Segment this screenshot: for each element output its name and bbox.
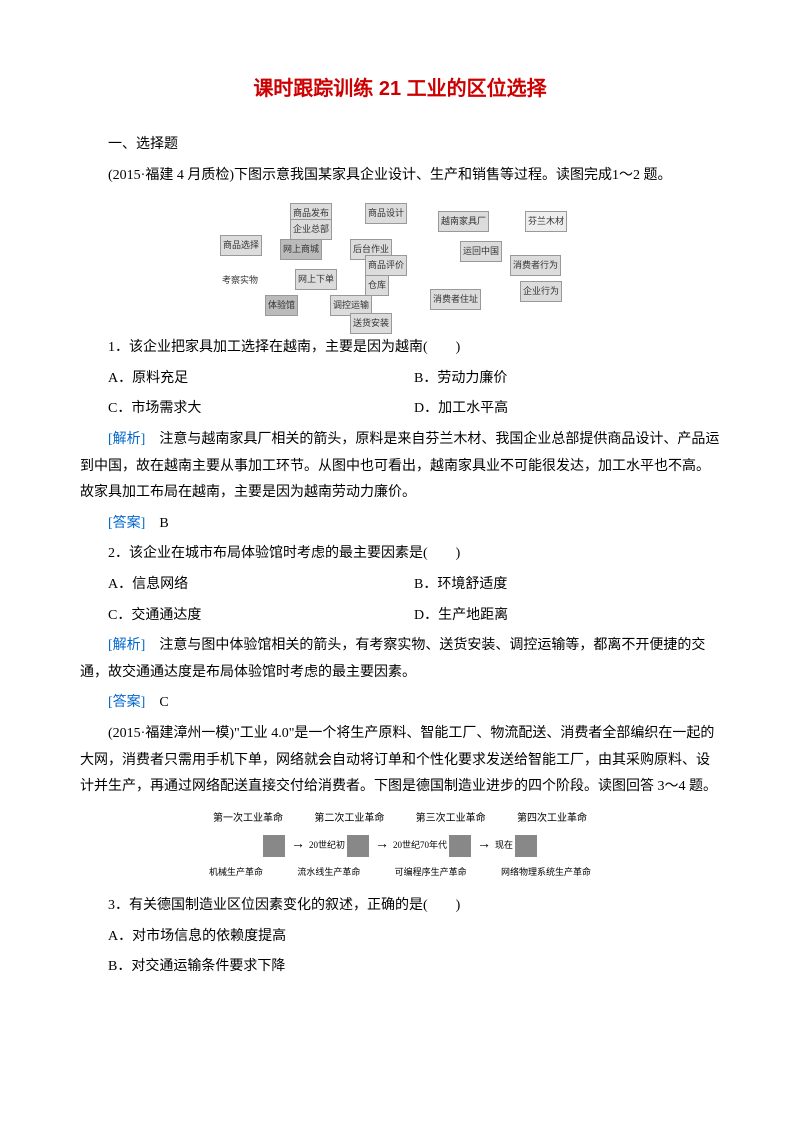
flow-label: 商品评价 (365, 255, 407, 276)
intro-context-1: (2015·福建 4 月质检)下图示意我国某家具企业设计、生产和销售等过程。读图… (80, 163, 720, 190)
option-a: A．对市场信息的依赖度提高 (80, 924, 720, 951)
flow-label: 商品设计 (365, 203, 407, 224)
timeline-bottom-label: 流水线生产革命 (297, 864, 360, 881)
question-1-options-row1: A．原料充足 B．劳动力廉价 (80, 366, 720, 393)
analysis-text: 注意与越南家具厂相关的箭头，原料是来自芬兰木材、我国企业总部提供商品设计、产品运… (80, 432, 719, 500)
option-b: B．环境舒适度 (414, 572, 720, 599)
question-2-answer: [答案] C (80, 690, 720, 717)
flow-label: 芬兰木材 (525, 211, 567, 232)
arrow-icon: → (291, 832, 305, 859)
page-title: 课时跟踪训练 21 工业的区位选择 (80, 70, 720, 108)
timeline-bottom-label: 机械生产革命 (209, 864, 263, 881)
question-1-stem: 1．该企业把家具加工选择在越南，主要是因为越南( ) (80, 335, 720, 362)
machine-icon (449, 835, 471, 857)
flow-label: 考察实物 (220, 271, 260, 290)
intro-context-2: (2015·福建漳州一模)"工业 4.0"是一个将生产原料、智能工厂、物流配送、… (80, 721, 720, 801)
answer-label: [答案] (108, 695, 145, 710)
flow-label: 网上商城 (280, 239, 322, 260)
flow-label: 网上下单 (295, 269, 337, 290)
machine-icon (515, 835, 537, 857)
flow-label: 企业总部 (290, 219, 332, 240)
timeline-bottom-row: 机械生产革命 流水线生产革命 可编程序生产革命 网络物理系统生产革命 (205, 864, 595, 881)
analysis-label: [解析] (108, 432, 145, 447)
arrow-icon: → (375, 832, 389, 859)
flow-label: 商品选择 (220, 235, 262, 256)
analysis-text: 注意与图中体验馆相关的箭头，有考察实物、送货安装、调控运输等，都离不开便捷的交通… (80, 638, 705, 680)
flow-label: 企业行为 (520, 281, 562, 302)
question-1-options-row2: C．市场需求大 D．加工水平高 (80, 396, 720, 423)
option-c: C．交通通达度 (108, 603, 414, 630)
machine-icon (347, 835, 369, 857)
timeline-bottom-label: 网络物理系统生产革命 (501, 864, 591, 881)
timeline-top-label: 第四次工业革命 (517, 809, 587, 828)
diagram-1-container: 商品发布 商品设计 企业总部 越南家具厂 芬兰木材 商品选择 网上商城 后台作业… (80, 197, 720, 327)
timeline-middle-row: → 20世纪初 → 20世纪70年代 → 现在 (205, 828, 595, 864)
timeline-diagram: 第一次工业革命 第二次工业革命 第三次工业革命 第四次工业革命 → 20世纪初 … (205, 809, 595, 877)
flow-label: 消费者行为 (510, 255, 561, 276)
arrow-icon: → (477, 832, 491, 859)
flow-label: 送货安装 (350, 313, 392, 334)
question-1-analysis: [解析] 注意与越南家具厂相关的箭头，原料是来自芬兰木材、我国企业总部提供商品设… (80, 427, 720, 507)
question-1-answer: [答案] B (80, 511, 720, 538)
analysis-label: [解析] (108, 638, 145, 653)
timeline-time-label: 现在 (495, 837, 513, 854)
timeline-time-label: 20世纪初 (309, 837, 345, 854)
option-d: D．生产地距离 (414, 603, 720, 630)
timeline-bottom-label: 可编程序生产革命 (395, 864, 467, 881)
question-2-options-row2: C．交通通达度 D．生产地距离 (80, 603, 720, 630)
flow-label: 体验馆 (265, 295, 298, 316)
option-c: C．市场需求大 (108, 396, 414, 423)
section-header: 一、选择题 (80, 132, 720, 159)
option-b: B．对交通运输条件要求下降 (80, 954, 720, 981)
timeline-top-label: 第一次工业革命 (213, 809, 283, 828)
machine-icon (263, 835, 285, 857)
option-d: D．加工水平高 (414, 396, 720, 423)
timeline-top-label: 第三次工业革命 (416, 809, 486, 828)
timeline-top-label: 第二次工业革命 (314, 809, 384, 828)
option-a: A．信息网络 (108, 572, 414, 599)
flow-label: 运回中国 (460, 241, 502, 262)
answer-label: [答案] (108, 516, 145, 531)
option-a: A．原料充足 (108, 366, 414, 393)
answer-text: B (145, 516, 168, 531)
flowchart-diagram: 商品发布 商品设计 企业总部 越南家具厂 芬兰木材 商品选择 网上商城 后台作业… (220, 197, 580, 327)
question-2-analysis: [解析] 注意与图中体验馆相关的箭头，有考察实物、送货安装、调控运输等，都离不开… (80, 633, 720, 686)
flow-label: 消费者住址 (430, 289, 481, 310)
option-b: B．劳动力廉价 (414, 366, 720, 393)
question-3-stem: 3．有关德国制造业区位因素变化的叙述，正确的是( ) (80, 893, 720, 920)
timeline-time-label: 20世纪70年代 (393, 837, 447, 854)
answer-text: C (145, 695, 168, 710)
timeline-top-row: 第一次工业革命 第二次工业革命 第三次工业革命 第四次工业革命 (205, 809, 595, 828)
diagram-2-container: 第一次工业革命 第二次工业革命 第三次工业革命 第四次工业革命 → 20世纪初 … (80, 809, 720, 886)
flow-label: 仓库 (365, 275, 389, 296)
question-2-stem: 2．该企业在城市布局体验馆时考虑的最主要因素是( ) (80, 541, 720, 568)
flow-label: 越南家具厂 (438, 211, 489, 232)
question-2-options-row1: A．信息网络 B．环境舒适度 (80, 572, 720, 599)
